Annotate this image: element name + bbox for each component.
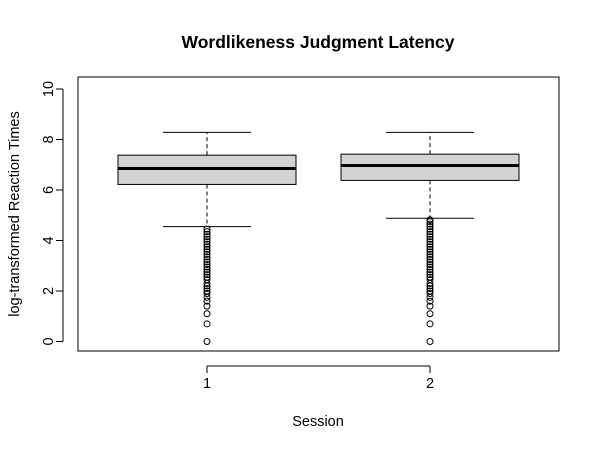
outlier-point [203,266,211,274]
outlier-point [203,243,211,251]
y-tick-label: 0 [41,337,57,345]
outlier-point [203,320,211,328]
x-axis-label: Session [292,414,344,430]
outlier-point [426,310,434,318]
y-tick-label: 10 [41,81,57,97]
outlier-point [203,228,211,236]
outlier-point [426,225,434,233]
x-tick-label: 1 [203,376,211,392]
outlier-point [426,290,434,298]
y-tick-label: 4 [41,236,57,244]
y-tick-label: 2 [41,287,57,295]
outlier-point [203,284,211,292]
outlier-point [426,255,434,263]
outlier-point [426,271,434,279]
outlier-point [426,276,434,284]
outlier-point [203,250,211,258]
outlier-point [426,243,434,251]
outlier-point [203,302,211,310]
boxes-layer [117,131,520,345]
outlier-point [203,297,211,305]
outlier-point [203,240,211,248]
outlier-point [426,263,434,271]
iqr-box [340,153,520,181]
plot-frame [77,76,560,352]
outlier-point [426,268,434,276]
outlier-point [203,310,211,318]
outlier-point [426,266,434,274]
outlier-point [203,276,211,284]
outlier-point [203,233,211,241]
outlier-point [203,290,211,298]
outlier-point [203,273,211,281]
outlier-point [426,216,434,224]
outlier-point [426,223,434,231]
outlier-point [426,253,434,261]
outlier-point [426,273,434,281]
outlier-point [426,230,434,238]
outlier-point [203,260,211,268]
outlier-point [426,260,434,268]
y-tick-label: 8 [41,135,57,143]
y-tick-label: 6 [41,186,57,194]
outlier-point [426,258,434,266]
outlier-point [426,240,434,248]
y-axis: 0 2 4 6 8 10 [41,81,64,346]
outlier-point [203,230,211,238]
outlier-point [203,287,211,295]
outlier-point [203,238,211,246]
outlier-point [426,238,434,246]
x-tick-label: 2 [426,376,434,392]
outlier-point [426,245,434,253]
outlier-point [426,228,434,236]
outlier-point [203,271,211,279]
outlier-point [426,320,434,328]
outlier-point [426,302,434,310]
outlier-point [426,233,434,241]
outlier-point [203,263,211,271]
outlier-point [426,250,434,258]
outlier-point [203,338,211,345]
outlier-point [426,220,434,228]
outlier-point [203,253,211,261]
outlier-point [203,268,211,276]
outlier-point [203,245,211,253]
outlier-point [203,248,211,256]
outlier-point [426,248,434,256]
box-group-session-2 [340,131,520,345]
outlier-point [426,235,434,243]
outlier-point [203,235,211,243]
outlier-point [426,297,434,305]
outlier-point [203,258,211,266]
outlier-point [203,255,211,263]
outlier-point [426,287,434,295]
outlier-point [426,284,434,292]
chart-title: Wordlikeness Judgment Latency [182,32,455,52]
outlier-point [426,338,434,345]
box-group-session-1 [117,131,297,345]
y-axis-label: log-transformed Reaction Times [7,111,23,317]
outlier-point [203,225,211,233]
